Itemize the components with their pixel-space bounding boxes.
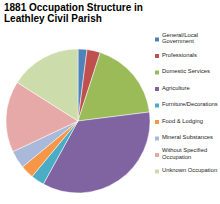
slice: [78, 53, 149, 121]
text-line: Mineral Substances: [162, 134, 213, 140]
legend-label: Unknown Occupation: [162, 167, 217, 173]
text-line: Domestic Services: [162, 68, 210, 74]
legend-label: Food & Lodging: [162, 118, 203, 124]
legend: General/LocalGovernment Professionals Dome…: [155, 32, 218, 174]
text-line: Without Specified: [162, 147, 207, 153]
legend-swatch: [155, 87, 159, 91]
legend-swatch: [155, 104, 159, 108]
text-line: Furniture/Decorations: [162, 101, 218, 107]
legend-swatch: [155, 120, 159, 124]
legend-label: Professionals: [162, 52, 197, 58]
text-line: Unknown Occupation: [162, 167, 217, 173]
text-line: Agriculture: [162, 85, 190, 91]
chart: 1881 Occupation Structure inLeathley Civ…: [0, 0, 220, 204]
pie: [6, 49, 150, 193]
legend-swatch: [155, 71, 159, 75]
legend-label: Furniture/Decorations: [162, 101, 218, 107]
text-line: Occupation: [162, 154, 191, 160]
text-line: Food & Lodging: [162, 118, 203, 124]
legend-label: Without SpecifiedOccupation: [162, 147, 207, 160]
text-line: Leathley Civil Parish: [4, 13, 102, 24]
legend-swatch: [155, 137, 159, 141]
legend-swatch: [155, 54, 159, 58]
text-line: Professionals: [162, 52, 197, 58]
legend-label: Domestic Services: [162, 68, 210, 74]
legend-label: Mineral Substances: [162, 134, 213, 140]
text-line: Government: [162, 38, 194, 44]
legend-label: Agriculture: [162, 85, 190, 91]
legend-swatch: [155, 170, 159, 174]
legend-swatch: [155, 38, 159, 42]
slice: [17, 49, 78, 121]
title: 1881 Occupation Structure inLeathley Civ…: [4, 2, 143, 24]
text-line: General/Local: [162, 32, 198, 38]
legend-label: General/LocalGovernment: [162, 32, 198, 45]
legend-swatch: [155, 153, 159, 157]
text-line: 1881 Occupation Structure in: [4, 2, 143, 13]
